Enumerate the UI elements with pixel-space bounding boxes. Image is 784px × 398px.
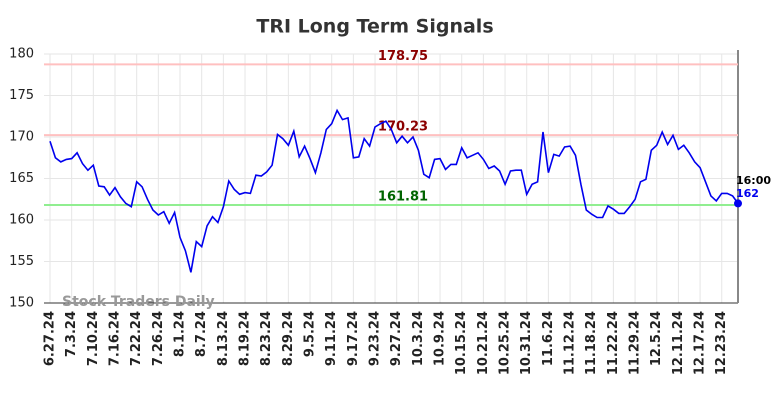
- y-tick-label: 180: [9, 47, 34, 62]
- x-tick-label: 7.22.24: [129, 311, 144, 366]
- signal-label: 170.23: [378, 120, 428, 135]
- last-value: 162: [736, 187, 759, 200]
- y-tick-label: 175: [9, 88, 34, 103]
- x-tick-label: 9.17.24: [346, 311, 361, 366]
- x-tick-label: 10.15.24: [454, 311, 469, 375]
- x-tick-label: 9.23.24: [368, 311, 383, 366]
- y-tick-label: 165: [9, 171, 34, 186]
- x-tick-label: 10.21.24: [476, 311, 491, 375]
- y-tick-label: 150: [9, 296, 34, 311]
- x-tick-label: 8.23.24: [259, 311, 274, 366]
- x-tick-label: 10.31.24: [519, 311, 534, 375]
- y-tick-label: 160: [9, 213, 34, 228]
- x-tick-label: 7.10.24: [86, 311, 101, 366]
- x-tick-label: 9.27.24: [389, 311, 404, 366]
- x-tick-label: 10.25.24: [498, 311, 513, 375]
- price-line: [49, 108, 739, 273]
- last-point: [734, 199, 742, 208]
- x-tick-label: 8.7.24: [194, 311, 209, 357]
- x-tick-label: 8.1.24: [173, 311, 188, 357]
- y-tick-label: 155: [9, 254, 34, 269]
- signal-label: 161.81: [378, 189, 428, 204]
- chart-title: TRI Long Term Signals: [256, 16, 493, 38]
- x-tick-label: 11.22.24: [606, 311, 621, 375]
- signal-label: 178.75: [378, 49, 428, 64]
- x-tick-label: 7.26.24: [151, 311, 166, 366]
- x-tick-label: 7.16.24: [108, 311, 123, 366]
- x-tick-label: 8.29.24: [281, 311, 296, 366]
- x-tick-label: 12.23.24: [714, 311, 729, 375]
- x-tick-label: 11.12.24: [563, 311, 578, 375]
- watermark: Stock Traders Daily: [62, 294, 215, 310]
- x-tick-label: 12.17.24: [693, 311, 708, 375]
- x-tick-label: 9.5.24: [303, 311, 318, 357]
- x-tick-label: 8.13.24: [216, 311, 231, 366]
- x-tick-label: 12.5.24: [649, 311, 664, 366]
- x-tick-label: 11.29.24: [628, 311, 643, 375]
- last-time: 16:00: [736, 174, 771, 187]
- x-tick-label: 7.3.24: [64, 311, 79, 357]
- x-tick-label: 6.27.24: [43, 311, 58, 366]
- y-tick-label: 170: [9, 130, 34, 145]
- x-tick-label: 12.11.24: [671, 311, 686, 375]
- x-tick-label: 8.19.24: [238, 311, 253, 366]
- x-tick-label: 10.9.24: [433, 311, 448, 366]
- x-tick-label: 11.6.24: [541, 311, 556, 366]
- x-tick-label: 9.11.24: [324, 311, 339, 366]
- x-tick-label: 10.3.24: [411, 311, 426, 366]
- x-tick-label: 11.18.24: [584, 311, 599, 375]
